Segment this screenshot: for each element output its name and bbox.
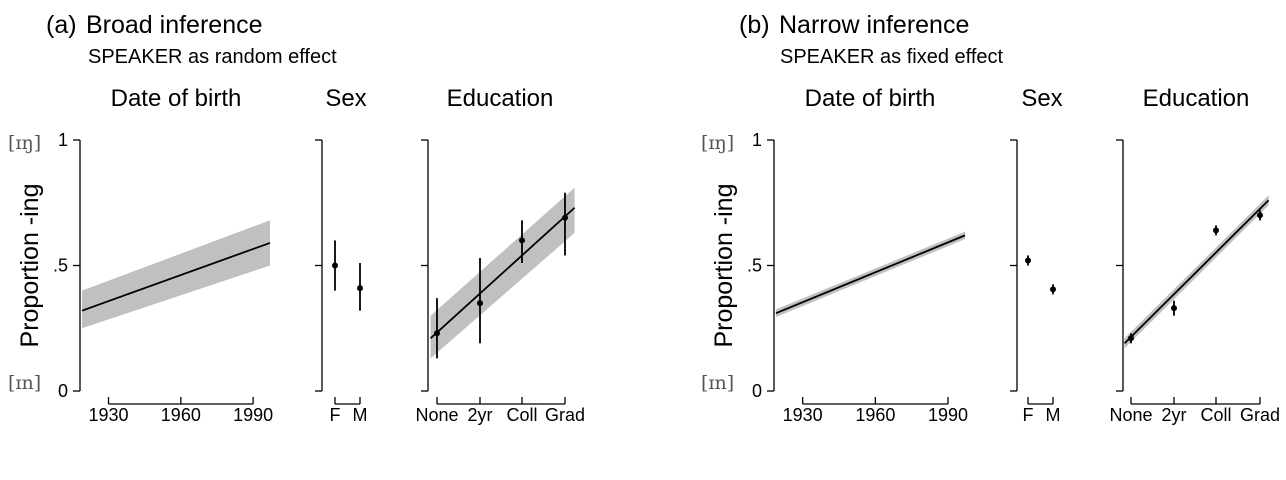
- panel-letter: (a): [46, 11, 77, 39]
- data-point: [477, 300, 483, 307]
- y-tick-label: 1: [752, 130, 762, 150]
- panel-subtitle: SPEAKER as random effect: [88, 46, 337, 68]
- facet-title: Education: [1143, 85, 1250, 112]
- x-tick-label: 1990: [233, 405, 273, 425]
- ipa-label-bottom: [ɪn]: [701, 372, 734, 394]
- x-tick-label: Grad: [545, 405, 585, 425]
- panel-a: (a) Broad inference SPEAKER as random effe…: [8, 11, 585, 425]
- facet-title: Sex: [325, 85, 366, 112]
- x-tick-label: Coll: [506, 405, 537, 425]
- data-point: [1128, 335, 1134, 342]
- data-point: [562, 214, 568, 221]
- x-tick-label: F: [1023, 405, 1034, 425]
- facet-title: Date of birth: [111, 85, 242, 112]
- x-tick-label: 1960: [855, 405, 895, 425]
- y-axis-label: Proportion -ing: [16, 184, 44, 348]
- facet-date-of-birth: Date of birth 1930 1960 1990: [73, 85, 273, 425]
- data-point: [1025, 257, 1031, 264]
- data-point: [434, 330, 440, 337]
- ipa-label-top: [ɪŋ]: [701, 132, 734, 154]
- confidence-band: [82, 220, 270, 329]
- x-tick-label: 1990: [928, 405, 968, 425]
- data-point: [357, 285, 363, 292]
- facet-sex: Sex F M: [315, 85, 368, 425]
- facet-education: Education None 2yr Coll Grad: [1109, 85, 1280, 425]
- panel-b: (b) Narrow inference SPEAKER as fixed effe…: [701, 11, 1280, 425]
- y-axis-label: Proportion -ing: [710, 184, 738, 348]
- x-tick-label: 1930: [88, 405, 128, 425]
- y-tick-label: 1: [58, 130, 68, 150]
- ipa-label-top: [ɪŋ]: [8, 132, 41, 154]
- x-tick-label: 2yr: [1161, 405, 1186, 425]
- fit-line: [81, 242, 271, 312]
- facet-education: Education None 2yr Coll Grad: [415, 85, 585, 425]
- panel-title: Broad inference: [86, 11, 263, 39]
- y-tick-label: .5: [747, 256, 762, 276]
- panel-subtitle: SPEAKER as fixed effect: [780, 46, 1004, 68]
- facet-sex: Sex F M: [1010, 85, 1063, 425]
- x-tick-label: Grad: [1240, 405, 1280, 425]
- facet-title: Sex: [1021, 85, 1062, 112]
- fit-line: [1123, 199, 1270, 344]
- x-tick-label: M: [1046, 405, 1061, 425]
- facet-title: Education: [447, 85, 554, 112]
- fit-line: [429, 207, 576, 339]
- fit-line: [775, 234, 966, 315]
- x-tick-label: Coll: [1200, 405, 1231, 425]
- y-tick-label: 0: [752, 381, 762, 401]
- data-point: [332, 262, 338, 269]
- x-tick-label: M: [353, 405, 368, 425]
- data-point: [1257, 212, 1263, 219]
- data-point: [1050, 286, 1056, 293]
- y-tick-label: 0: [58, 381, 68, 401]
- x-tick-label: 2yr: [467, 405, 492, 425]
- ipa-label-bottom: [ɪn]: [8, 372, 41, 394]
- data-point: [1213, 227, 1219, 234]
- data-point: [519, 237, 525, 244]
- y-tick-label: .5: [53, 256, 68, 276]
- data-point: [1171, 305, 1177, 312]
- facet-date-of-birth: Date of birth 1930 1960 1990: [767, 85, 968, 425]
- x-tick-label: F: [330, 405, 341, 425]
- x-tick-label: None: [1109, 405, 1152, 425]
- x-tick-label: 1930: [783, 405, 823, 425]
- x-tick-label: None: [415, 405, 458, 425]
- x-tick-label: 1960: [161, 405, 201, 425]
- panel-letter: (b): [739, 11, 770, 39]
- facet-title: Date of birth: [805, 85, 936, 112]
- panel-title: Narrow inference: [779, 11, 969, 39]
